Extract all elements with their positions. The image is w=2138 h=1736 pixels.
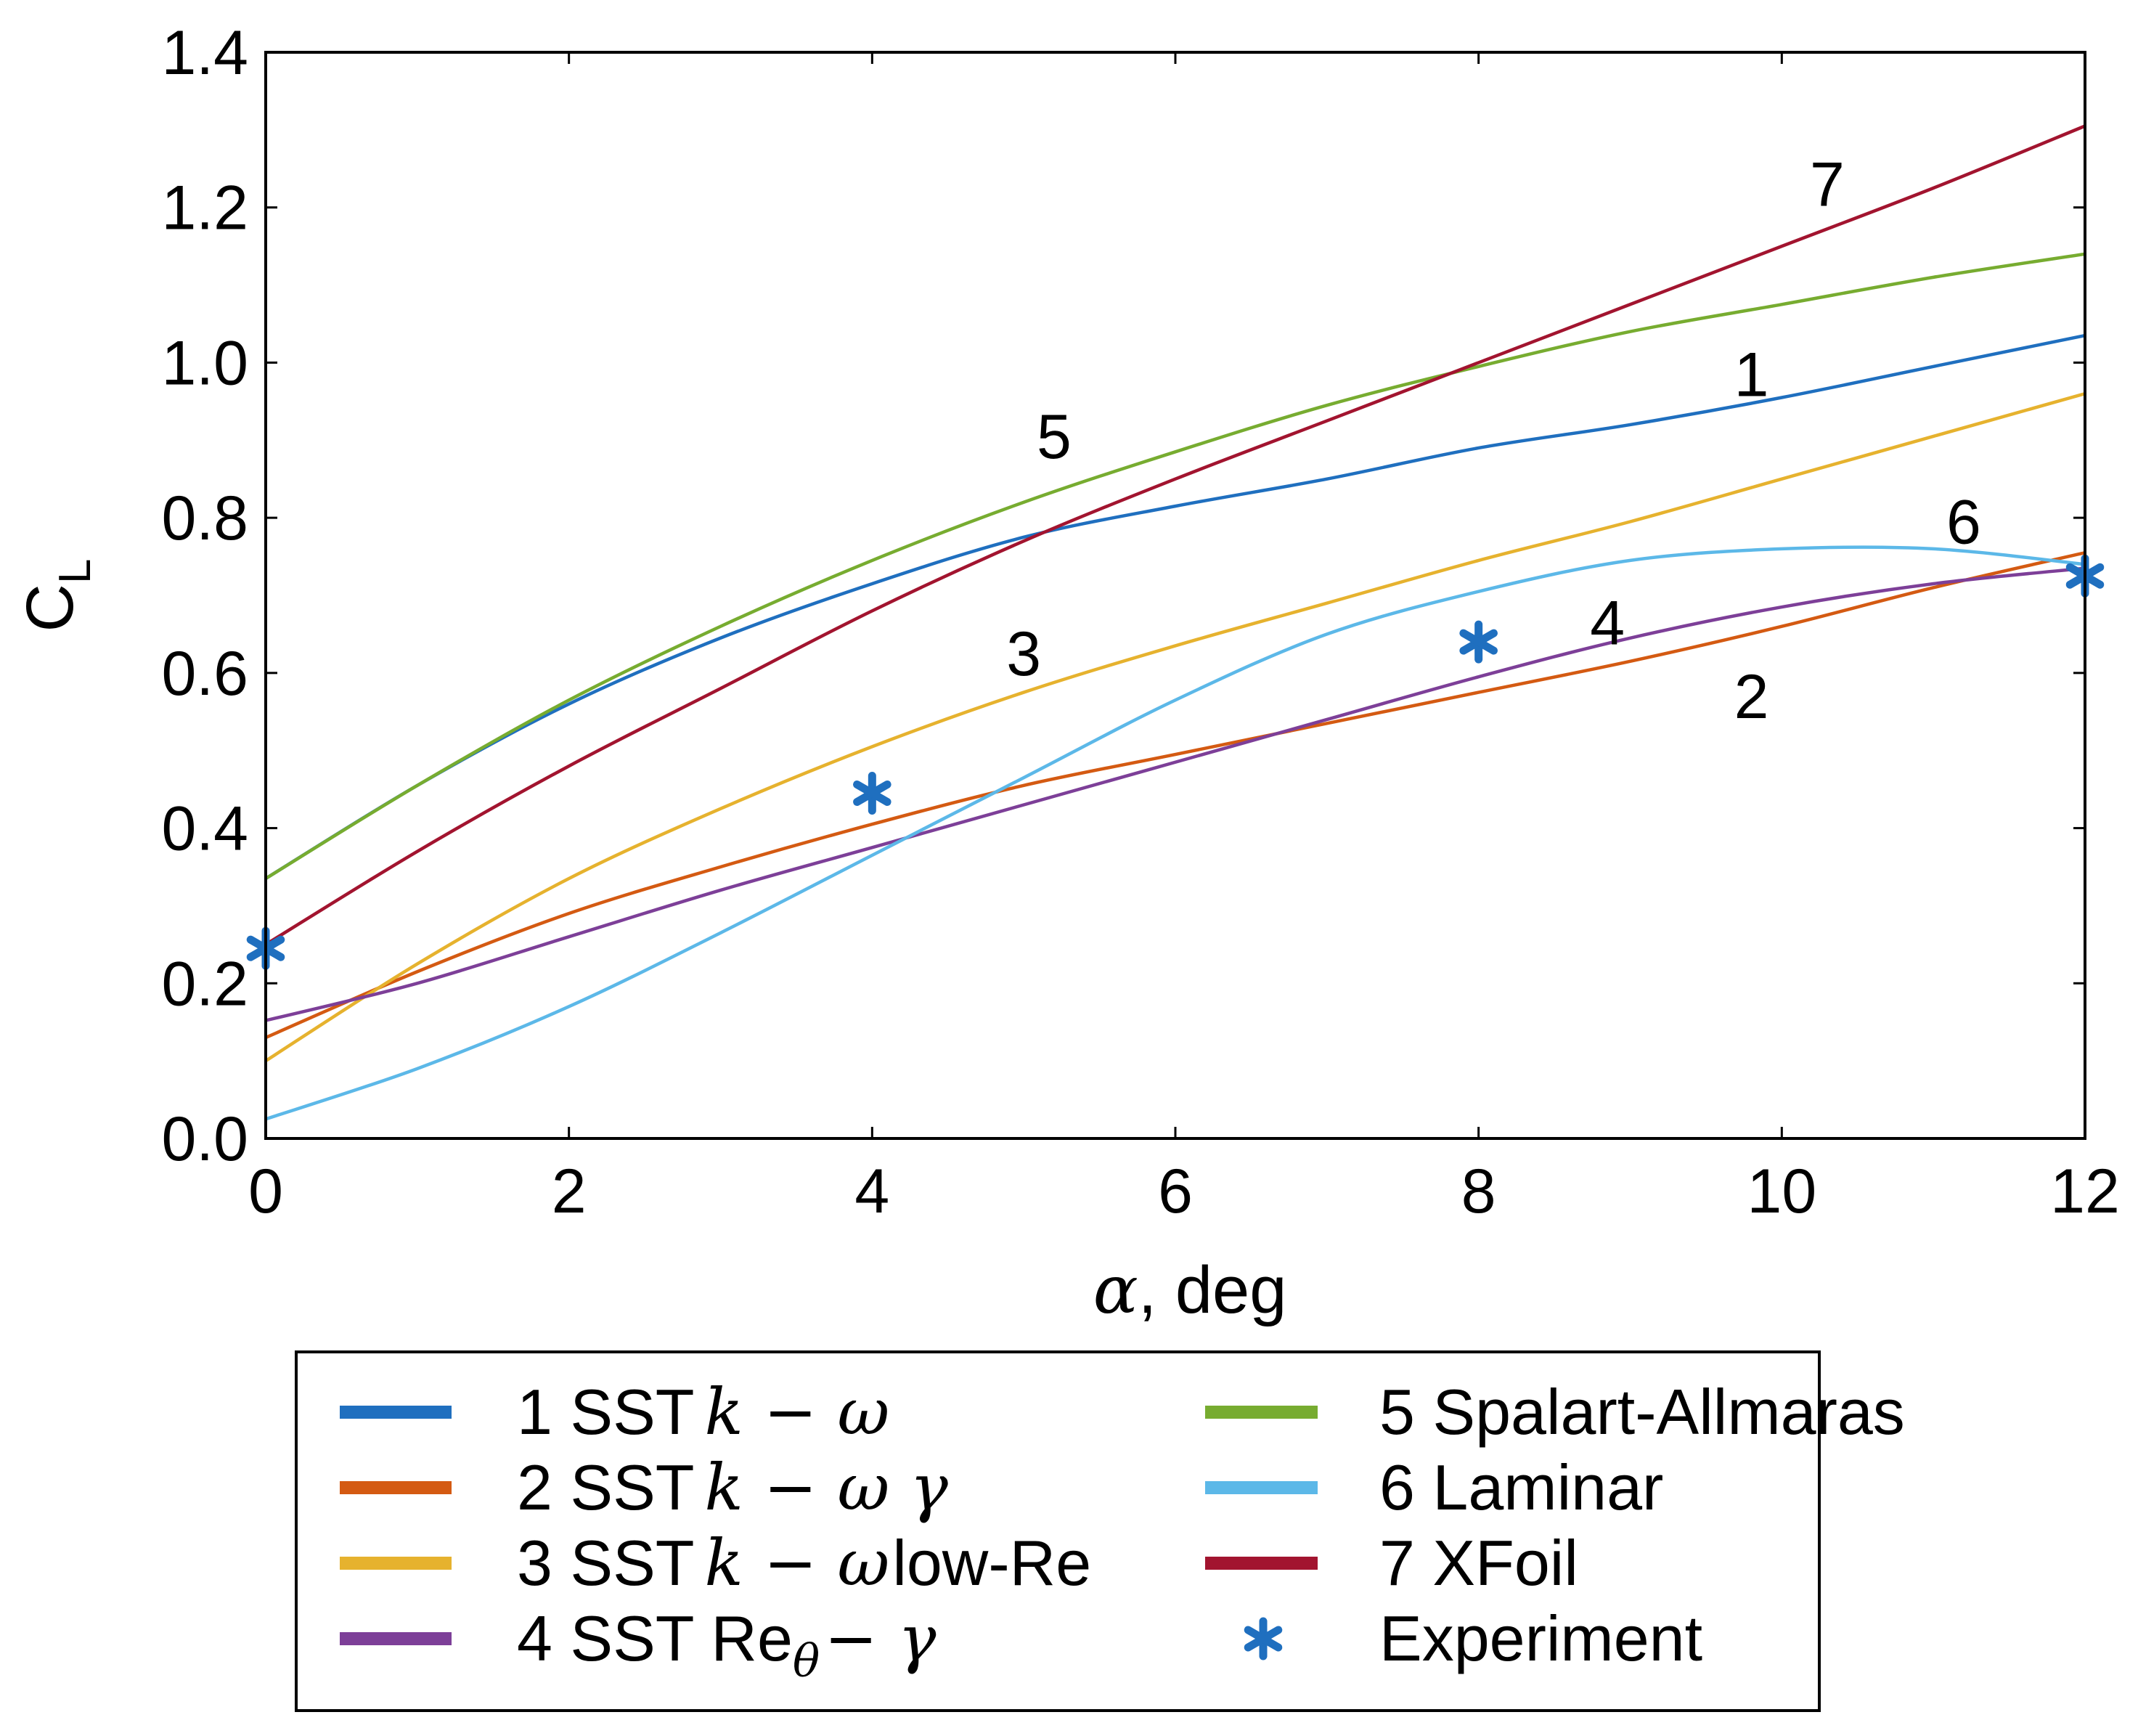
series-group <box>266 124 2085 1121</box>
x-tick-label: 0 <box>248 1157 283 1226</box>
legend: 1 SST k − ω2 SST k − ω γ3 SST k − ωlow-Re4 … <box>295 1350 1905 1712</box>
x-tick-label: 8 <box>1461 1157 1496 1226</box>
plot-area <box>246 124 2105 1121</box>
series-line-7 <box>266 124 2085 947</box>
legend-item-6: 6 Laminar <box>1205 1451 1663 1523</box>
experiment-point-2 <box>1459 620 1498 664</box>
legend-label-4: 4 SST Reθ− γ <box>517 1601 937 1687</box>
legend-label-1: 1 SST k − ω <box>517 1374 889 1449</box>
y-tick-label: 1.0 <box>161 328 248 398</box>
x-tick-label: 4 <box>854 1157 889 1226</box>
legend-swatch-experiment <box>1244 1617 1283 1660</box>
legend-item-1: 1 SST k − ω <box>340 1374 889 1449</box>
x-tick-label: 6 <box>1158 1157 1193 1226</box>
experiment-point-2-stroke <box>1459 629 1498 655</box>
legend-swatch-experiment-stroke <box>1244 1626 1283 1652</box>
axes: 0 2 4 6 8 10 120.00.20.40.60.81.01.21.4α, degC… <box>13 18 2120 1329</box>
x-axis-label: α, deg <box>1093 1251 1287 1329</box>
y-tick-label: 0.8 <box>161 484 248 553</box>
legend-label-3: 3 SST k − ωlow-Re <box>517 1525 1091 1600</box>
legend-item-5: 5 Spalart-Allmaras <box>1205 1376 1905 1448</box>
y-tick-label: 0.6 <box>161 639 248 709</box>
series-line-1 <box>266 333 2085 881</box>
series-line-3 <box>266 391 2085 1063</box>
legend-item-experiment: Experiment <box>1244 1602 1702 1674</box>
curve-labels: 7 1 5 6 3 4 2 <box>1006 150 1981 732</box>
series-line-4 <box>266 566 2085 1022</box>
legend-item-2: 2 SST k − ω γ <box>340 1450 948 1525</box>
x-tick-label: 2 <box>552 1157 587 1226</box>
series-line-6 <box>266 545 2085 1121</box>
legend-label-experiment: Experiment <box>1379 1602 1702 1674</box>
x-tick-label: 10 <box>1747 1157 1816 1226</box>
experiment-point-1-stroke <box>853 780 891 806</box>
curve-label-3: 3 <box>1006 619 1041 689</box>
legend-label-5: 5 Spalart-Allmaras <box>1379 1376 1905 1448</box>
curve-label-4: 4 <box>1590 588 1625 658</box>
legend-label-2: 2 SST k − ω γ <box>517 1450 948 1525</box>
curve-label-7: 7 <box>1810 150 1845 220</box>
curve-label-6: 6 <box>1946 487 1981 557</box>
y-axis-label: CL <box>13 559 100 632</box>
legend-item-3: 3 SST k − ωlow-Re <box>340 1525 1091 1600</box>
series-line-5 <box>266 252 2085 881</box>
y-tick-label: 0.0 <box>161 1104 248 1174</box>
y-tick-label: 0.4 <box>161 794 248 864</box>
curve-label-2: 2 <box>1734 662 1769 732</box>
legend-label-6: 6 Laminar <box>1379 1451 1663 1523</box>
y-tick-label: 1.2 <box>161 174 248 243</box>
legend-label-7: 7 XFoil <box>1379 1527 1578 1599</box>
experiment-point-1 <box>853 771 891 815</box>
x-tick-label: 12 <box>2050 1157 2120 1226</box>
y-tick-label: 1.4 <box>161 18 248 88</box>
y-tick-label: 0.2 <box>161 949 248 1019</box>
legend-item-4: 4 SST Reθ− γ <box>340 1601 937 1687</box>
curve-label-5: 5 <box>1037 402 1072 472</box>
legend-item-7: 7 XFoil <box>1205 1527 1578 1599</box>
legend-box <box>295 1350 1821 1712</box>
series-line-2 <box>266 550 2085 1040</box>
curve-label-1: 1 <box>1734 340 1769 409</box>
